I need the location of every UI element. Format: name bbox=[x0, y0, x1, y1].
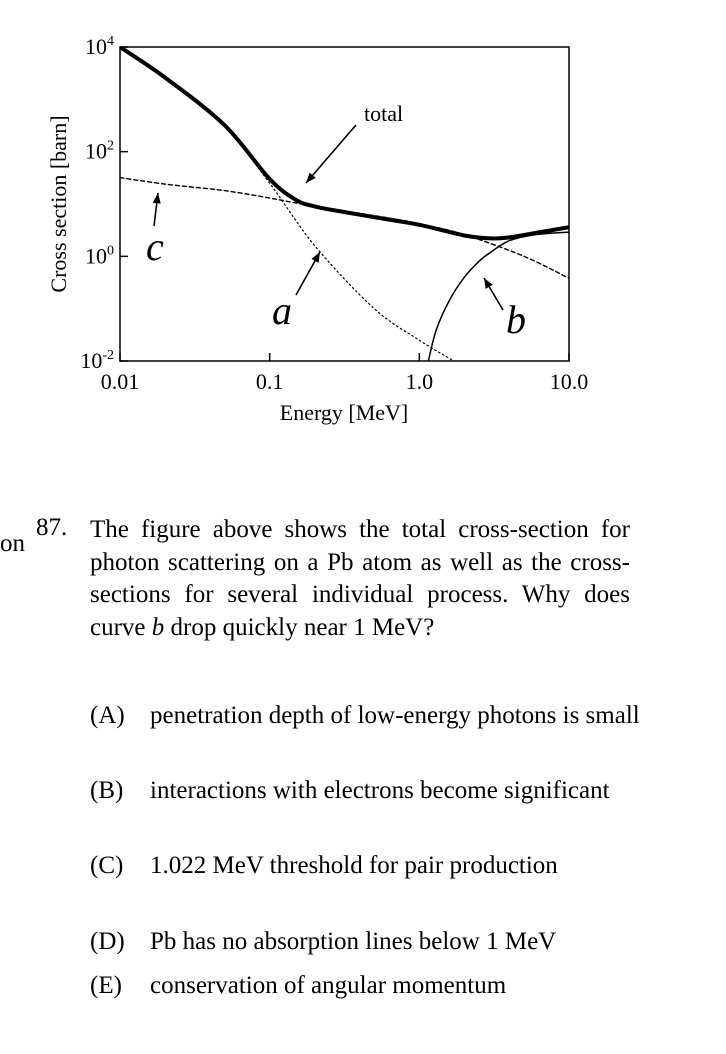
x-tick-label: 0.1 bbox=[256, 369, 284, 394]
choice-c[interactable]: (C) 1.022 MeV threshold for pair product… bbox=[90, 850, 650, 881]
choice-a-label: (A) bbox=[90, 702, 125, 729]
choice-d-text: Pb has no absorption lines below 1 MeV bbox=[150, 928, 557, 955]
choice-b[interactable]: (B) interactions with electrons become s… bbox=[90, 775, 650, 806]
curve-label: b bbox=[151, 613, 165, 641]
label-total: total bbox=[364, 101, 403, 126]
stray-column-fragment: on bbox=[0, 530, 25, 557]
question-text-before: The figure above shows the total cross-s… bbox=[90, 516, 630, 641]
choice-e-text: conservation of angular momentum bbox=[150, 972, 507, 999]
series-a bbox=[120, 47, 455, 361]
arrow-c bbox=[152, 192, 161, 227]
question-text-after: drop quickly near 1 MeV? bbox=[164, 613, 435, 641]
choice-a-text: penetration depth of low-energy photons … bbox=[150, 702, 640, 729]
question-text: The figure above shows the total cross-s… bbox=[90, 514, 630, 644]
choice-e[interactable]: (E) conservation of angular momentum bbox=[90, 970, 650, 1001]
plot-frame bbox=[119, 46, 570, 362]
y-tick-label: 104 bbox=[85, 34, 114, 59]
y-axis-title: Cross section [barn] bbox=[46, 115, 71, 292]
series-c bbox=[120, 176, 569, 279]
cross-section-figure: 0.01 0.1 1.0 10.0 10-2 100 102 104 Cross sectio… bbox=[0, 0, 726, 460]
question-number: 87. bbox=[36, 514, 68, 541]
choice-e-label: (E) bbox=[90, 972, 122, 999]
x-tick-label: 1.0 bbox=[406, 369, 434, 394]
choice-d[interactable]: (D) Pb has no absorption lines below 1 M… bbox=[90, 926, 650, 957]
arrow-a bbox=[295, 251, 321, 296]
label-a: a bbox=[272, 288, 292, 333]
x-axis-title: Energy [MeV] bbox=[280, 400, 409, 425]
y-tick-label: 10-2 bbox=[80, 348, 114, 373]
cross-section-chart: 0.01 0.1 1.0 10.0 10-2 100 102 104 Cross sectio… bbox=[46, 34, 589, 425]
label-b: b bbox=[506, 297, 526, 342]
choice-c-label: (C) bbox=[90, 852, 124, 879]
choice-b-label: (B) bbox=[90, 777, 124, 804]
x-tick-label: 0.01 bbox=[101, 369, 140, 394]
choice-a[interactable]: (A) penetration depth of low-energy phot… bbox=[90, 700, 650, 731]
arrow-total bbox=[305, 124, 357, 184]
choice-d-label: (D) bbox=[90, 928, 125, 955]
y-tick-label: 102 bbox=[85, 139, 114, 164]
choice-c-text: 1.022 MeV threshold for pair production bbox=[150, 852, 558, 879]
arrow-b bbox=[483, 277, 504, 311]
label-c: c bbox=[146, 224, 164, 269]
y-tick-label: 100 bbox=[85, 243, 114, 268]
series-total bbox=[120, 47, 569, 241]
choice-b-text: interactions with electrons become signi… bbox=[150, 777, 610, 804]
series-b bbox=[427, 231, 569, 361]
x-tick-label: 10.0 bbox=[550, 369, 589, 394]
